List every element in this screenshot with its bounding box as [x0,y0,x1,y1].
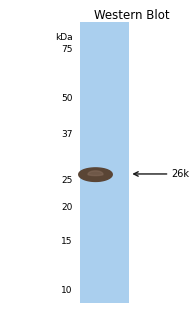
Text: 15: 15 [61,237,73,246]
Text: 75: 75 [61,45,73,54]
Text: Western Blot: Western Blot [94,9,170,22]
Text: 10: 10 [61,286,73,295]
Bar [80,22,128,303]
Text: 20: 20 [61,203,73,212]
Text: 26kDa: 26kDa [171,169,190,179]
Text: 50: 50 [61,94,73,103]
Text: 25: 25 [61,176,73,185]
Text: kDa: kDa [55,33,73,42]
Text: 37: 37 [61,130,73,139]
